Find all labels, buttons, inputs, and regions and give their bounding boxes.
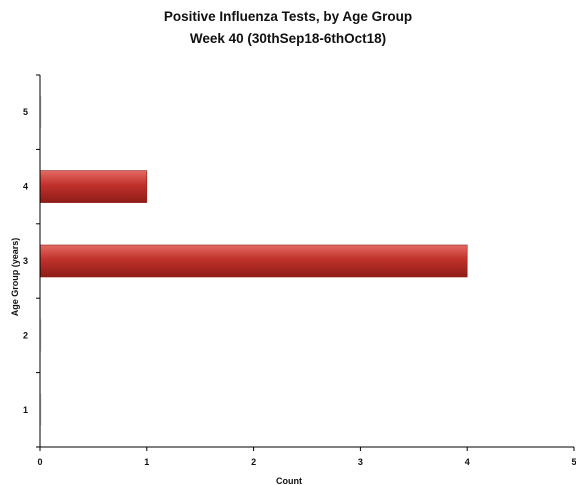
y-tick-label: 2 <box>23 330 28 340</box>
bar <box>40 319 42 352</box>
x-axis-label: Count <box>276 476 302 485</box>
bar <box>40 393 42 426</box>
y-tick-label: 5 <box>23 107 28 117</box>
chart-subtitle: Week 40 (30thSep18-6thOct18) <box>189 31 387 46</box>
x-tick-label: 1 <box>144 457 149 467</box>
bar <box>40 96 42 129</box>
x-tick-label: 0 <box>37 457 42 467</box>
bar <box>39 244 468 278</box>
y-axis-label: Age Group (years) <box>10 238 20 317</box>
x-tick-label: 2 <box>251 457 256 467</box>
x-tick-label: 5 <box>571 457 576 467</box>
y-tick-label: 1 <box>23 405 28 415</box>
bar <box>39 170 148 203</box>
x-tick-label: 4 <box>465 457 470 467</box>
y-tick-label: 4 <box>23 182 28 192</box>
y-tick-label: 3 <box>23 256 28 266</box>
chart-title: Positive Influenza Tests, by Age Group <box>163 9 413 24</box>
x-tick-label: 3 <box>358 457 363 467</box>
